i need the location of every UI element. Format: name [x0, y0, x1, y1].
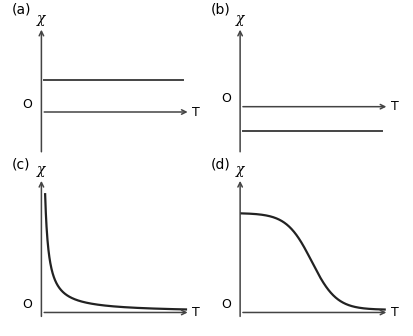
Text: (c): (c) — [12, 157, 30, 171]
Text: T: T — [192, 306, 199, 319]
Text: O: O — [221, 298, 230, 311]
Text: T: T — [390, 306, 397, 319]
Text: (a): (a) — [12, 3, 31, 17]
Text: χ: χ — [37, 12, 45, 26]
Text: χ: χ — [235, 163, 244, 177]
Text: χ: χ — [37, 163, 45, 177]
Text: O: O — [221, 92, 230, 106]
Text: O: O — [23, 298, 32, 311]
Text: χ: χ — [235, 12, 244, 26]
Text: T: T — [390, 100, 397, 113]
Text: (d): (d) — [210, 157, 230, 171]
Text: T: T — [192, 106, 199, 119]
Text: (b): (b) — [210, 3, 230, 17]
Text: O: O — [23, 98, 32, 111]
